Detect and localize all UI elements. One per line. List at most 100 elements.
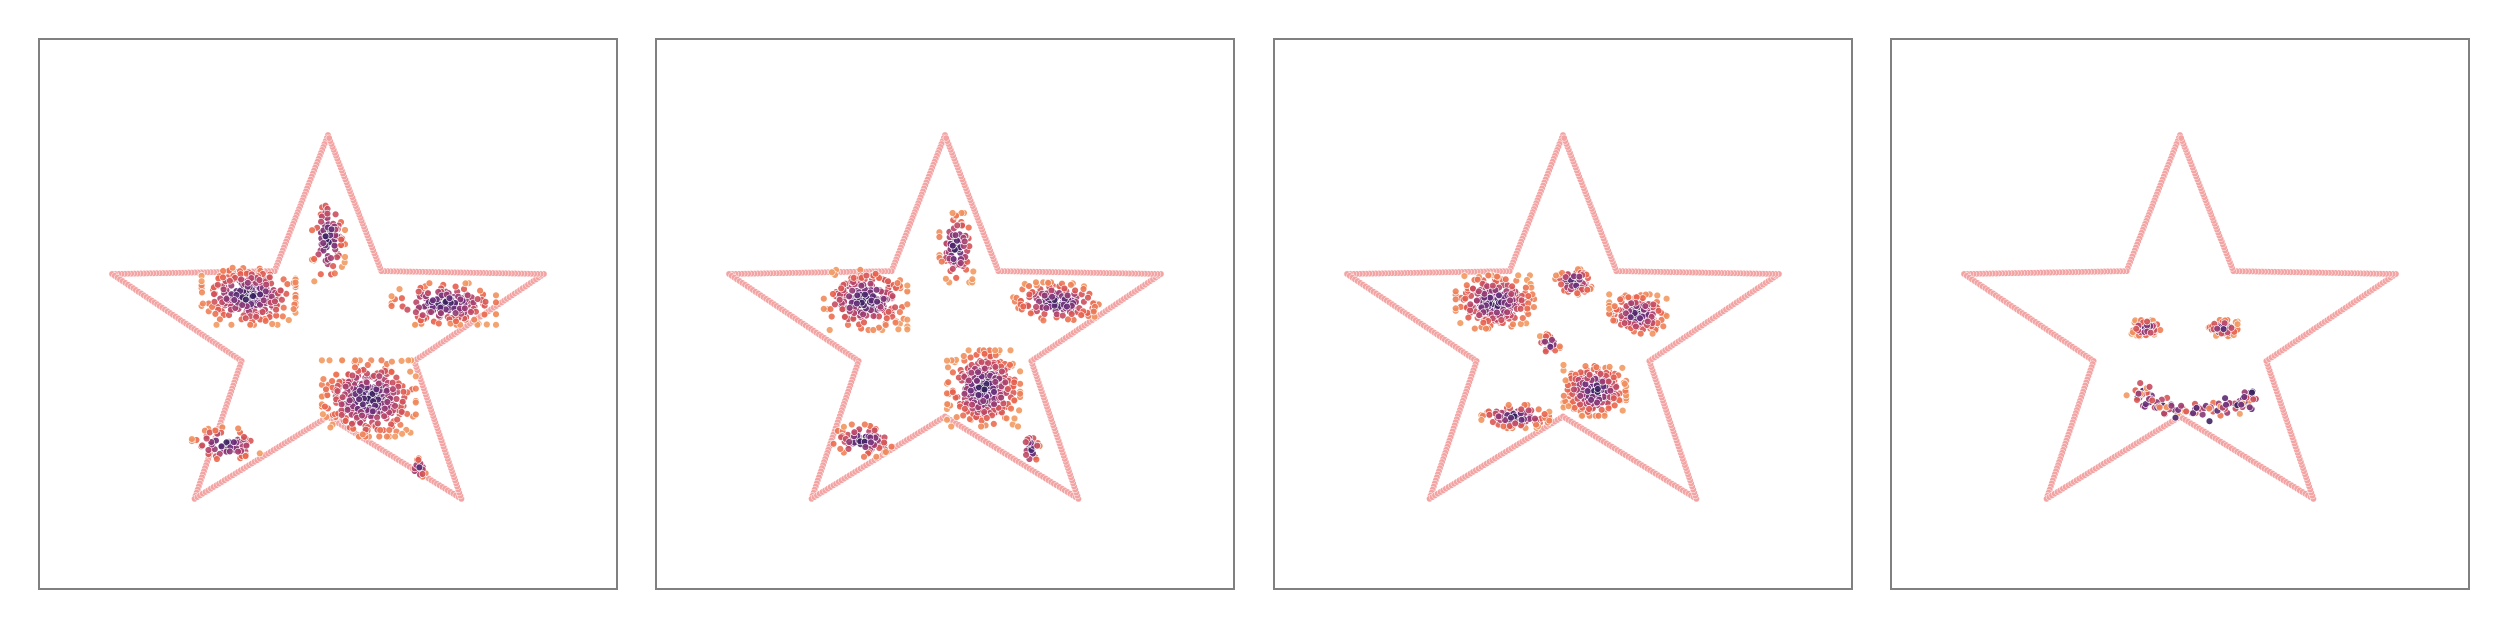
- particle-point: [1475, 311, 1483, 319]
- particle-point: [820, 305, 828, 313]
- particle-point: [882, 321, 890, 329]
- particle-point: [845, 438, 853, 446]
- particle-point: [383, 398, 391, 406]
- particle-point: [2136, 379, 2144, 387]
- particle-point: [2171, 414, 2180, 422]
- particle-point: [848, 287, 856, 295]
- particle-point: [1514, 271, 1522, 280]
- particle-point: [388, 358, 396, 366]
- particle-point: [1084, 294, 1092, 302]
- particle-point: [1463, 281, 1471, 289]
- particle-point: [829, 290, 837, 298]
- particle-point: [398, 294, 406, 302]
- particle-point: [1644, 317, 1652, 326]
- particle-point: [888, 292, 897, 300]
- particle-point: [1039, 316, 1048, 325]
- particle-point: [242, 314, 250, 322]
- particle-point: [1598, 378, 1607, 386]
- particle-point: [960, 352, 968, 360]
- particle-point: [1596, 370, 1605, 378]
- particle-point: [853, 291, 862, 300]
- particle-point: [230, 296, 239, 304]
- particle-point: [341, 417, 350, 425]
- particle-point: [1609, 316, 1617, 325]
- particle-point: [385, 426, 393, 434]
- particle-point: [415, 287, 423, 296]
- particle-point: [1452, 295, 1460, 303]
- particle-point: [393, 415, 401, 424]
- particle-point: [427, 308, 435, 316]
- particle-point: [1079, 285, 1088, 293]
- particle-point: [1653, 291, 1661, 300]
- particle-point: [252, 313, 260, 321]
- particle-point: [467, 308, 475, 316]
- particle-point: [211, 426, 220, 435]
- particle-point: [872, 286, 881, 294]
- particle-point: [461, 279, 470, 288]
- particle-point: [1001, 378, 1009, 387]
- particle-point: [1564, 402, 1573, 410]
- particle-point: [1505, 401, 1513, 409]
- particle-point: [953, 221, 961, 230]
- particle-point: [850, 274, 858, 282]
- particle-point: [415, 463, 424, 472]
- particle-point: [977, 422, 985, 431]
- particle-point: [2249, 395, 2257, 403]
- particle-point: [1452, 287, 1460, 296]
- particle-point: [226, 277, 234, 285]
- particle-point: [943, 357, 951, 365]
- particle-point: [977, 358, 986, 366]
- particle-point: [947, 422, 955, 431]
- particle-point: [831, 300, 839, 309]
- particle-point: [381, 404, 389, 413]
- particle-point: [2167, 402, 2176, 410]
- particle-point: [412, 410, 420, 419]
- particle-point: [1627, 313, 1635, 321]
- particle-point: [2122, 391, 2131, 399]
- particle-point: [1456, 319, 1465, 327]
- particle-point: [1532, 421, 1540, 429]
- particle-point: [866, 280, 875, 288]
- particle-point: [256, 449, 264, 458]
- scatter-plot-4: [1960, 131, 2400, 503]
- particle-point: [398, 408, 406, 416]
- particle-point: [359, 430, 367, 439]
- particle-point: [903, 316, 912, 324]
- particle-point: [979, 397, 987, 405]
- particle-point: [260, 296, 268, 304]
- particle-point: [1025, 290, 1034, 299]
- particle-point: [331, 210, 340, 219]
- star-boundary: [725, 131, 1165, 503]
- particle-point: [222, 295, 231, 303]
- particle-point: [276, 286, 285, 295]
- particle-point: [1541, 338, 1549, 346]
- particle-point: [903, 300, 912, 308]
- particle-point: [328, 377, 336, 385]
- particle-point: [820, 295, 828, 303]
- particle-point: [1637, 330, 1645, 338]
- particle-point: [338, 393, 347, 401]
- particle-point: [1570, 385, 1578, 394]
- particle-point: [198, 288, 206, 297]
- particle-point: [957, 259, 965, 267]
- particle-point: [828, 312, 836, 321]
- particle-point: [1546, 343, 1554, 351]
- particle-point: [990, 388, 998, 396]
- particle-point: [1503, 308, 1511, 316]
- particle-point: [1002, 414, 1011, 422]
- particle-point: [1559, 361, 1568, 369]
- particle-point: [1636, 314, 1644, 322]
- particle-point: [853, 299, 861, 308]
- particle-point: [376, 426, 384, 434]
- particle-point: [227, 321, 236, 329]
- particle-point: [1583, 387, 1592, 395]
- particle-point: [242, 295, 250, 304]
- particle-point: [451, 282, 460, 291]
- particle-point: [383, 387, 391, 395]
- particle-point: [351, 356, 359, 364]
- particle-point: [942, 275, 950, 283]
- particle-point: [342, 382, 350, 391]
- particle-point: [968, 401, 976, 409]
- particle-point: [1471, 324, 1479, 333]
- particle-point: [188, 435, 196, 443]
